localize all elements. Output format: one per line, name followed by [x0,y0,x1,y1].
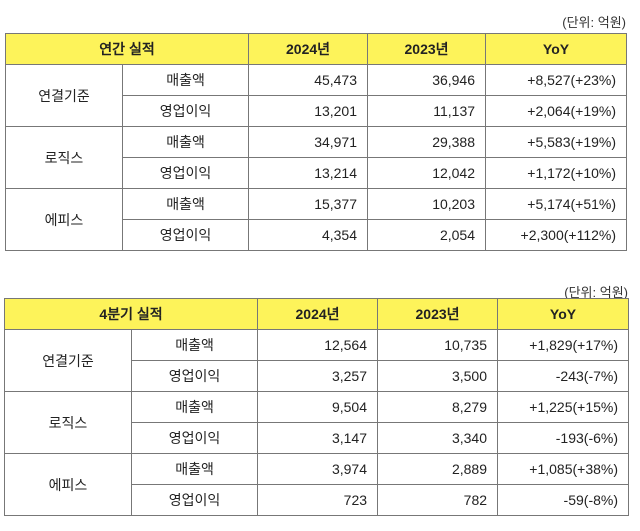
metric-name: 매출액 [121,126,250,158]
table-row: 영업이익 4,354 2,054 +2,300(+112%) [6,219,628,251]
segment-name: 로직스 [4,391,132,454]
value-2023: 12,042 [367,157,487,189]
value-2024: 3,974 [257,453,379,485]
header-yoy: YoY [497,298,630,330]
value-2024: 34,971 [248,126,369,158]
value-yoy: +8,527(+23%) [485,64,628,96]
metric-name: 영업이익 [130,422,259,454]
value-2023: 3,500 [377,360,499,392]
metric-name: 영업이익 [121,95,250,127]
value-2023: 10,203 [367,188,487,220]
value-2024: 9,504 [257,391,379,423]
metric-name: 영업이익 [130,484,259,516]
metric-name: 매출액 [121,188,250,220]
value-2024: 15,377 [248,188,369,220]
header-row: 4분기 실적 2024년 2023년 YoY [3,298,630,330]
value-2023: 3,340 [377,422,499,454]
table-row: 연결기준 매출액 45,473 36,946 +8,527(+23%) [5,64,628,127]
header-2024: 2024년 [248,33,369,65]
segment-name: 연결기준 [5,64,123,127]
header-period: 연간 실적 [4,33,250,65]
segment-name: 로직스 [5,126,123,189]
value-2024: 723 [257,484,379,516]
table-row: 영업이익 723 782 -59(-8%) [5,484,630,516]
annual-results-table: 연간 실적 2024년 2023년 YoY 연결기준 매출액 45,473 36,94… [4,33,628,251]
table-row: 영업이익 13,201 11,137 +2,064(+19%) [6,95,628,127]
value-2023: 782 [377,484,499,516]
header-period: 4분기 실적 [3,298,259,330]
metric-name: 매출액 [121,64,250,96]
value-yoy: +1,829(+17%) [497,329,630,361]
value-yoy: +1,225(+15%) [497,391,630,423]
table-row: 로직스 매출액 34,971 29,388 +5,583(+19%) [5,126,628,189]
table-row: 에피스 매출액 3,974 2,889 +1,085(+38%) [4,453,630,516]
value-2024: 13,214 [248,157,369,189]
value-2024: 12,564 [257,329,379,361]
metric-name: 매출액 [130,329,259,361]
metric-name: 매출액 [130,391,259,423]
metric-name: 매출액 [130,453,259,485]
value-2023: 29,388 [367,126,487,158]
value-yoy: +5,174(+51%) [485,188,628,220]
value-2023: 11,137 [367,95,487,127]
value-2023: 10,735 [377,329,499,361]
table-row: 영업이익 13,214 12,042 +1,172(+10%) [6,157,628,189]
metric-name: 영업이익 [130,360,259,392]
value-yoy: +2,064(+19%) [485,95,628,127]
segment-name: 에피스 [5,188,123,251]
value-2024: 3,147 [257,422,379,454]
value-2023: 2,054 [367,219,487,251]
value-yoy: -59(-8%) [497,484,630,516]
value-yoy: -243(-7%) [497,360,630,392]
value-2024: 3,257 [257,360,379,392]
value-2024: 13,201 [248,95,369,127]
table-row: 연결기준 매출액 12,564 10,735 +1,829(+17%) [4,329,630,392]
table-row: 영업이익 3,147 3,340 -193(-6%) [5,422,630,454]
value-yoy: -193(-6%) [497,422,630,454]
table-row: 에피스 매출액 15,377 10,203 +5,174(+51%) [5,188,628,251]
header-row: 연간 실적 2024년 2023년 YoY [4,33,628,65]
value-2023: 36,946 [367,64,487,96]
table-row: 로직스 매출액 9,504 8,279 +1,225(+15%) [4,391,630,454]
value-2024: 45,473 [248,64,369,96]
header-yoy: YoY [485,33,628,65]
unit-label-annual: (단위: 억원) [562,15,626,30]
value-yoy: +2,300(+112%) [485,219,628,251]
value-2024: 4,354 [248,219,369,251]
unit-label-quarterly: (단위: 억원) [564,285,628,300]
value-yoy: +5,583(+19%) [485,126,628,158]
header-2023: 2023년 [367,33,487,65]
q4-results-table: 4분기 실적 2024년 2023년 YoY 연결기준 매출액 12,564 10,7… [3,298,630,516]
metric-name: 영업이익 [121,219,250,251]
header-2024: 2024년 [257,298,379,330]
metric-name: 영업이익 [121,157,250,189]
value-2023: 8,279 [377,391,499,423]
segment-name: 에피스 [4,453,132,516]
segment-name: 연결기준 [4,329,132,392]
value-yoy: +1,172(+10%) [485,157,628,189]
header-2023: 2023년 [377,298,499,330]
value-yoy: +1,085(+38%) [497,453,630,485]
value-2023: 2,889 [377,453,499,485]
